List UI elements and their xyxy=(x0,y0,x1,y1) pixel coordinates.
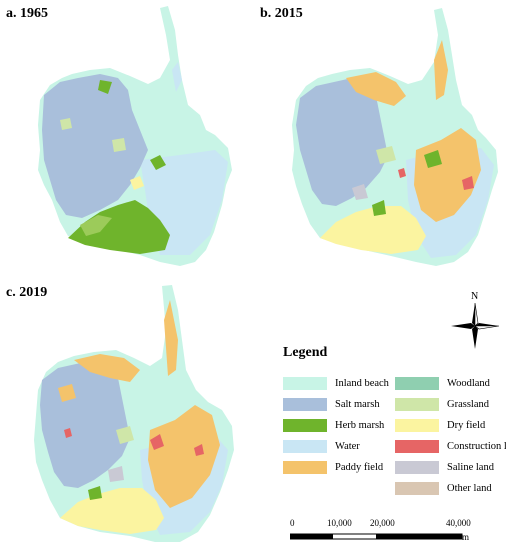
legend-item: Paddy field xyxy=(283,461,393,477)
panel-label-2015: b. 2015 xyxy=(260,6,303,21)
legend-item: Inland beach xyxy=(283,377,393,393)
legend-swatch xyxy=(395,461,439,474)
legend-item: Woodland xyxy=(395,377,505,393)
legend-label: Saline land xyxy=(447,462,494,473)
legend-swatch xyxy=(283,461,327,474)
north-arrow: N xyxy=(447,291,503,349)
legend-item: Other land xyxy=(395,482,505,498)
scale-bar: 0 10,000 20,000 40,000 m xyxy=(290,518,471,546)
legend-swatch xyxy=(395,377,439,390)
map-1965 xyxy=(38,6,232,266)
scale-tick-label: 20,000 xyxy=(370,518,395,528)
legend-label: Salt marsh xyxy=(335,399,380,410)
legend-item: Saline land xyxy=(395,461,505,477)
legend-label: Water xyxy=(335,441,360,452)
scale-tick-label: 0 xyxy=(290,518,295,528)
legend-item: Water xyxy=(283,440,393,456)
map-panel-1965: a. 1965 xyxy=(0,0,250,275)
scale-tick-label: 40,000 xyxy=(446,518,471,528)
legend-swatch xyxy=(283,440,327,453)
legend-swatch xyxy=(283,398,327,411)
legend-swatch xyxy=(395,419,439,432)
legend-item: Dry field xyxy=(395,419,505,435)
legend-swatch xyxy=(395,440,439,453)
scale-unit: m xyxy=(462,532,470,542)
legend-label: Other land xyxy=(447,483,492,494)
legend-swatch xyxy=(395,398,439,411)
map-panel-2015: b. 2015 xyxy=(256,0,506,275)
map-2019 xyxy=(34,285,234,542)
legend-label: Paddy field xyxy=(335,462,384,473)
legend-label: Herb marsh xyxy=(335,420,385,431)
map-panel-2019: c. 2019 xyxy=(0,280,280,550)
scale-bar-graphic xyxy=(290,533,463,540)
legend-item: Construction land xyxy=(395,440,506,456)
legend-label: Woodland xyxy=(447,378,490,389)
legend-label: Grassland xyxy=(447,399,489,410)
legend-swatch xyxy=(395,482,439,495)
panel-label-1965: a. 1965 xyxy=(6,6,48,21)
legend-item: Grassland xyxy=(395,398,505,414)
legend-item: Herb marsh xyxy=(283,419,393,435)
scale-tick-label: 10,000 xyxy=(327,518,352,528)
legend-swatch xyxy=(283,419,327,432)
panel-label-2019: c. 2019 xyxy=(6,285,48,300)
legend: Legend Inland beach Salt marsh Herb marsh W… xyxy=(283,345,506,505)
legend-label: Dry field xyxy=(447,420,486,431)
legend-title: Legend xyxy=(283,345,328,360)
legend-swatch xyxy=(283,377,327,390)
legend-label: Inland beach xyxy=(335,378,389,389)
map-2015 xyxy=(292,8,498,266)
north-label: N xyxy=(471,291,479,302)
legend-label: Construction land xyxy=(447,441,506,452)
legend-item: Salt marsh xyxy=(283,398,393,414)
compass-icon xyxy=(451,303,500,349)
